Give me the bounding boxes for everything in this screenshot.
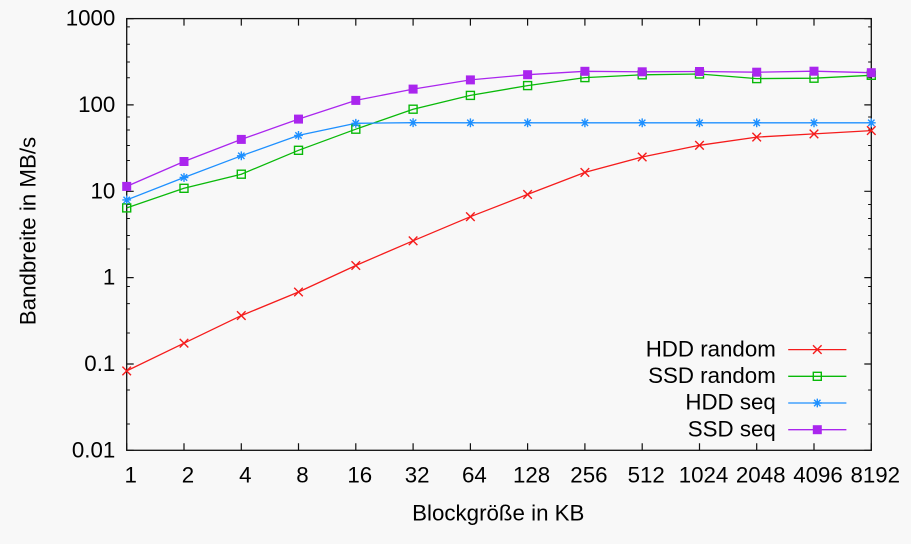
svg-text:1000: 1000 xyxy=(66,6,116,31)
svg-text:10: 10 xyxy=(90,178,115,203)
svg-text:HDD seq: HDD seq xyxy=(685,390,775,415)
svg-text:32: 32 xyxy=(405,463,430,488)
svg-text:1: 1 xyxy=(124,463,136,488)
svg-text:16: 16 xyxy=(347,463,372,488)
svg-text:0.01: 0.01 xyxy=(72,437,115,462)
svg-text:64: 64 xyxy=(462,463,487,488)
svg-text:512: 512 xyxy=(628,463,665,488)
svg-text:Blockgröße in KB: Blockgröße in KB xyxy=(412,501,584,526)
svg-text:1: 1 xyxy=(103,265,115,290)
svg-text:2048: 2048 xyxy=(736,463,786,488)
svg-text:2: 2 xyxy=(182,463,194,488)
svg-text:SSD random: SSD random xyxy=(648,363,776,388)
svg-text:128: 128 xyxy=(513,463,550,488)
svg-text:4096: 4096 xyxy=(793,463,843,488)
svg-text:1024: 1024 xyxy=(679,463,729,488)
svg-text:4: 4 xyxy=(239,463,251,488)
svg-text:SSD seq: SSD seq xyxy=(688,416,776,441)
svg-text:256: 256 xyxy=(570,463,607,488)
svg-text:0.1: 0.1 xyxy=(84,351,115,376)
svg-text:100: 100 xyxy=(78,92,115,117)
svg-text:8: 8 xyxy=(296,463,308,488)
svg-text:HDD random: HDD random xyxy=(646,336,776,361)
svg-text:Bandbreite in MB/s: Bandbreite in MB/s xyxy=(16,137,41,325)
svg-text:8192: 8192 xyxy=(850,463,900,488)
